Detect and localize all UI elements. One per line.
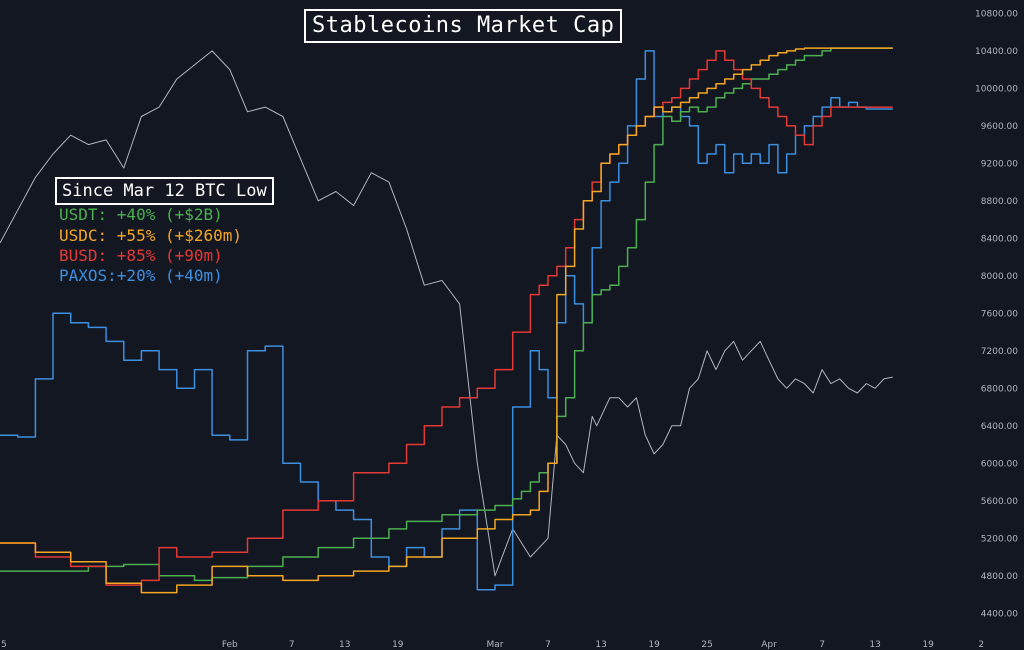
series-btc <box>0 50 893 577</box>
y-tick-label: 7200.00 <box>981 347 1018 357</box>
y-tick-label: 8000.00 <box>981 272 1018 282</box>
x-tick-label: 2 <box>978 640 984 650</box>
x-tick-label: 7 <box>819 640 825 650</box>
x-tick-label: Feb <box>222 640 238 650</box>
y-tick-label: 7600.00 <box>981 309 1018 319</box>
y-tick-label: 6800.00 <box>981 384 1018 394</box>
x-tick-label: 13 <box>595 640 606 650</box>
y-tick-label: 10800.00 <box>975 9 1018 19</box>
y-tick-label: 10400.00 <box>975 47 1018 57</box>
y-tick-label: 8400.00 <box>981 234 1018 244</box>
annotation-heading: Since Mar 12 BTC Low <box>55 177 274 205</box>
y-tick-label: 9200.00 <box>981 159 1018 169</box>
x-tick-label: Apr <box>761 640 777 650</box>
y-tick-label: 10000.00 <box>975 84 1018 94</box>
annotation-paxos: PAXOS:+20% (+40m) <box>59 266 223 285</box>
y-tick-label: 5200.00 <box>981 534 1018 544</box>
series-busd <box>0 50 893 586</box>
chart-title: Stablecoins Market Cap <box>304 9 623 43</box>
y-tick-label: 6400.00 <box>981 422 1018 432</box>
y-tick-label: 4400.00 <box>981 609 1018 619</box>
series-paxos <box>0 50 893 591</box>
x-tick-label: 5 <box>1 640 7 650</box>
x-tick-label: 19 <box>922 640 934 650</box>
y-tick-label: 6000.00 <box>981 459 1018 469</box>
y-tick-label: 8800.00 <box>981 197 1018 207</box>
x-tick-label: Mar <box>487 640 504 650</box>
y-tick-label: 5600.00 <box>981 497 1018 507</box>
x-tick-label: 13 <box>869 640 880 650</box>
x-tick-label: 25 <box>701 640 712 650</box>
y-axis: 10800.00 10400.00 10000.00 9600.00 9200.00 88… <box>975 9 1018 619</box>
x-tick-label: 7 <box>545 640 551 650</box>
x-tick-label: 19 <box>392 640 404 650</box>
annotation-busd: BUSD: +85% (+90m) <box>59 246 223 265</box>
series-usdc <box>0 47 893 594</box>
x-tick-label: 19 <box>648 640 660 650</box>
x-axis: 5 Feb 7 13 19 Mar 7 13 19 25 Apr 7 13 19 2 <box>1 640 984 650</box>
series-layer <box>0 47 893 594</box>
annotation-usdt: USDT: +40% (+$2B) <box>59 205 223 224</box>
y-tick-label: 4800.00 <box>981 572 1018 582</box>
x-tick-label: 13 <box>339 640 350 650</box>
annotation-usdc: USDC: +55% (+$260m) <box>59 226 243 245</box>
y-tick-label: 9600.00 <box>981 122 1018 132</box>
x-tick-label: 7 <box>289 640 295 650</box>
series-usdt <box>0 47 893 582</box>
